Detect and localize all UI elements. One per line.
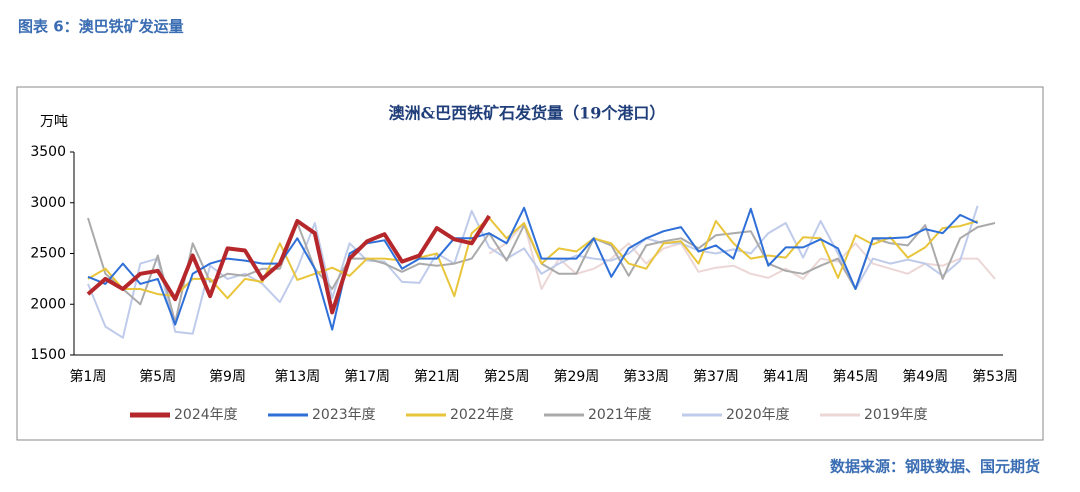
x-tick-label: 第5周 <box>139 368 176 385</box>
series-line <box>87 217 996 324</box>
legend-label: 2023年度 <box>312 407 376 423</box>
x-tick-label: 第13周 <box>274 368 320 385</box>
y-tick-label: 3000 <box>30 195 66 211</box>
source: 数据来源：钢联数据、国元期货 <box>830 458 1040 476</box>
x-tick-label: 第37周 <box>693 368 739 385</box>
legend-label: 2021年度 <box>588 407 652 423</box>
series-line <box>488 222 996 290</box>
y-tick-label: 2500 <box>30 246 66 262</box>
legend-label: 2019年度 <box>864 407 928 423</box>
x-tick-label: 第1周 <box>70 368 107 385</box>
y-axis-label: 万吨 <box>40 114 68 130</box>
series-line <box>87 206 979 331</box>
legend-label: 2022年度 <box>450 407 514 423</box>
x-tick-label: 第53周 <box>972 368 1018 385</box>
y-tick-label: 2000 <box>30 296 66 312</box>
y-tick-label: 3500 <box>30 144 66 160</box>
x-tick-label: 第29周 <box>553 368 599 385</box>
legend-label: 2020年度 <box>726 407 790 423</box>
x-tick-label: 第21周 <box>414 368 460 385</box>
x-tick-label: 第33周 <box>623 368 669 385</box>
legend-label: 2024年度 <box>174 407 238 423</box>
chart-title: 澳洲&巴西铁矿石发货量（19个港口） <box>389 104 666 123</box>
x-tick-label: 第45周 <box>833 368 879 385</box>
x-tick-label: 第49周 <box>902 368 948 385</box>
y-tick-label: 1500 <box>30 347 66 363</box>
chart-frame <box>16 86 1044 441</box>
header-title: 图表 6：澳巴铁矿发运量 <box>18 18 184 36</box>
x-tick-label: 第25周 <box>484 368 530 385</box>
x-tick-label: 第41周 <box>763 368 809 385</box>
x-tick-label: 第17周 <box>344 368 390 385</box>
x-tick-label: 第9周 <box>209 368 246 385</box>
series-line <box>87 217 978 300</box>
series-line <box>86 214 491 315</box>
series-line <box>87 205 979 339</box>
